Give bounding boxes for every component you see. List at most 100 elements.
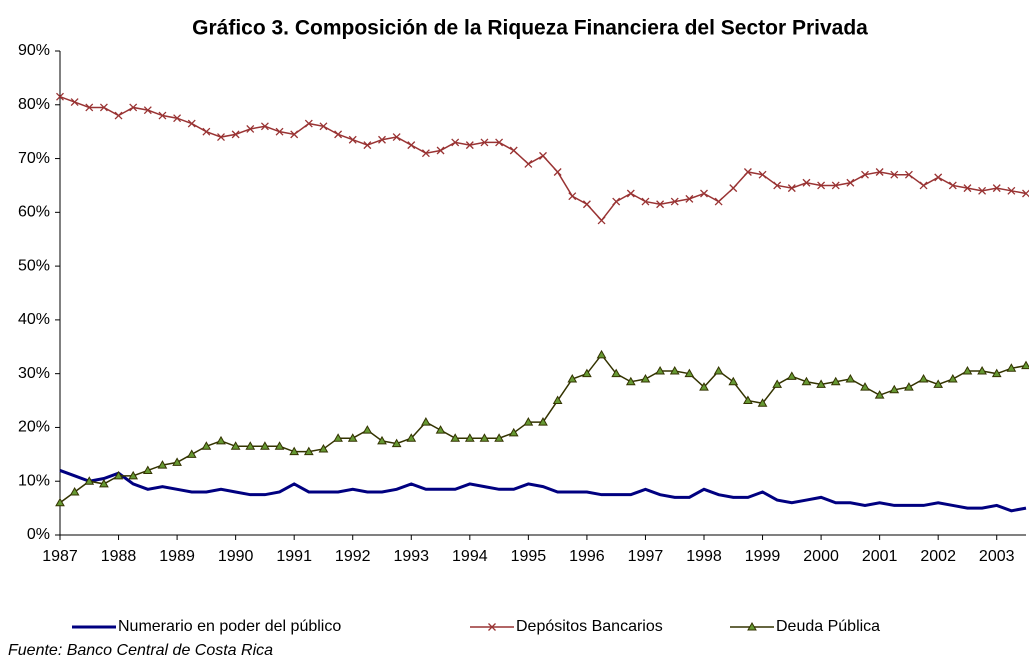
marker xyxy=(435,425,446,434)
marker xyxy=(861,170,869,179)
marker xyxy=(509,146,518,155)
marker xyxy=(231,130,240,139)
y-tick-label: 90% xyxy=(18,42,50,59)
marker xyxy=(963,184,972,193)
marker xyxy=(274,441,285,450)
marker xyxy=(304,119,313,128)
marker xyxy=(553,168,562,176)
marker xyxy=(157,460,168,469)
marker xyxy=(362,425,373,434)
series-line xyxy=(59,353,1027,504)
marker xyxy=(786,371,797,380)
y-tick-label: 70% xyxy=(18,150,50,167)
y-tick-label: 20% xyxy=(18,419,50,436)
marker xyxy=(55,497,65,507)
marker xyxy=(114,111,123,120)
marker xyxy=(948,181,957,190)
marker xyxy=(391,438,402,448)
marker xyxy=(406,433,417,442)
marker xyxy=(99,478,109,488)
marker xyxy=(831,181,840,190)
marker xyxy=(290,130,299,139)
marker xyxy=(1006,363,1017,372)
marker xyxy=(992,184,1001,193)
marker xyxy=(656,200,665,209)
marker xyxy=(772,379,783,388)
marker xyxy=(991,368,1002,378)
marker xyxy=(539,151,547,160)
legend-label: Numerario en poder del público xyxy=(118,618,341,635)
marker xyxy=(612,197,621,206)
marker xyxy=(567,374,578,383)
marker xyxy=(392,133,401,142)
marker xyxy=(773,181,782,190)
marker xyxy=(173,114,182,123)
series-line xyxy=(59,469,1027,513)
marker xyxy=(1007,186,1016,195)
marker xyxy=(70,98,79,107)
marker xyxy=(260,122,269,131)
y-tick-label: 30% xyxy=(18,365,50,382)
marker xyxy=(495,138,504,147)
marker xyxy=(816,379,826,388)
marker xyxy=(465,141,474,150)
x-tick-label: 1994 xyxy=(452,548,488,565)
marker xyxy=(611,368,622,378)
x-tick-label: 1988 xyxy=(101,548,137,565)
marker xyxy=(113,470,124,480)
marker xyxy=(230,441,241,450)
y-tick-label: 10% xyxy=(18,472,50,489)
x-tick-label: 1998 xyxy=(686,548,722,565)
y-tick-label: 80% xyxy=(18,96,50,113)
marker xyxy=(757,398,768,407)
marker xyxy=(523,417,534,426)
marker xyxy=(874,390,885,399)
legend-label: Depósitos Bancarios xyxy=(516,618,663,635)
marker xyxy=(407,141,416,150)
marker xyxy=(625,376,636,386)
marker xyxy=(845,374,856,383)
marker xyxy=(714,197,723,206)
marker xyxy=(729,184,738,193)
marker xyxy=(890,170,899,179)
marker xyxy=(158,111,167,120)
marker xyxy=(56,92,64,101)
marker xyxy=(333,433,343,442)
marker xyxy=(143,106,152,115)
marker xyxy=(538,417,548,426)
marker xyxy=(669,365,680,375)
x-tick-label: 1989 xyxy=(159,548,195,565)
marker xyxy=(933,379,944,388)
marker xyxy=(289,446,300,456)
marker xyxy=(846,178,855,187)
marker xyxy=(875,168,884,176)
marker xyxy=(348,135,357,144)
marker xyxy=(334,130,343,139)
marker xyxy=(421,417,431,426)
marker xyxy=(919,181,928,190)
marker xyxy=(363,141,372,150)
chart-title: Gráfico 3. Composición de la Riqueza Fin… xyxy=(192,17,868,40)
marker xyxy=(597,216,606,225)
marker xyxy=(421,149,430,158)
x-tick-label: 1999 xyxy=(745,548,781,565)
marker xyxy=(260,441,270,450)
x-tick-label: 2000 xyxy=(803,548,839,565)
marker xyxy=(640,374,651,383)
marker xyxy=(246,125,255,133)
marker xyxy=(377,435,387,445)
marker xyxy=(977,365,987,375)
marker xyxy=(524,159,533,168)
marker xyxy=(626,189,635,198)
marker xyxy=(670,197,679,206)
marker xyxy=(918,374,929,383)
marker xyxy=(172,457,182,466)
marker xyxy=(216,435,226,445)
marker xyxy=(801,376,812,386)
marker xyxy=(275,127,284,136)
marker xyxy=(582,200,591,209)
marker xyxy=(904,382,914,391)
marker xyxy=(596,349,607,359)
marker xyxy=(129,103,138,112)
marker xyxy=(245,441,256,450)
